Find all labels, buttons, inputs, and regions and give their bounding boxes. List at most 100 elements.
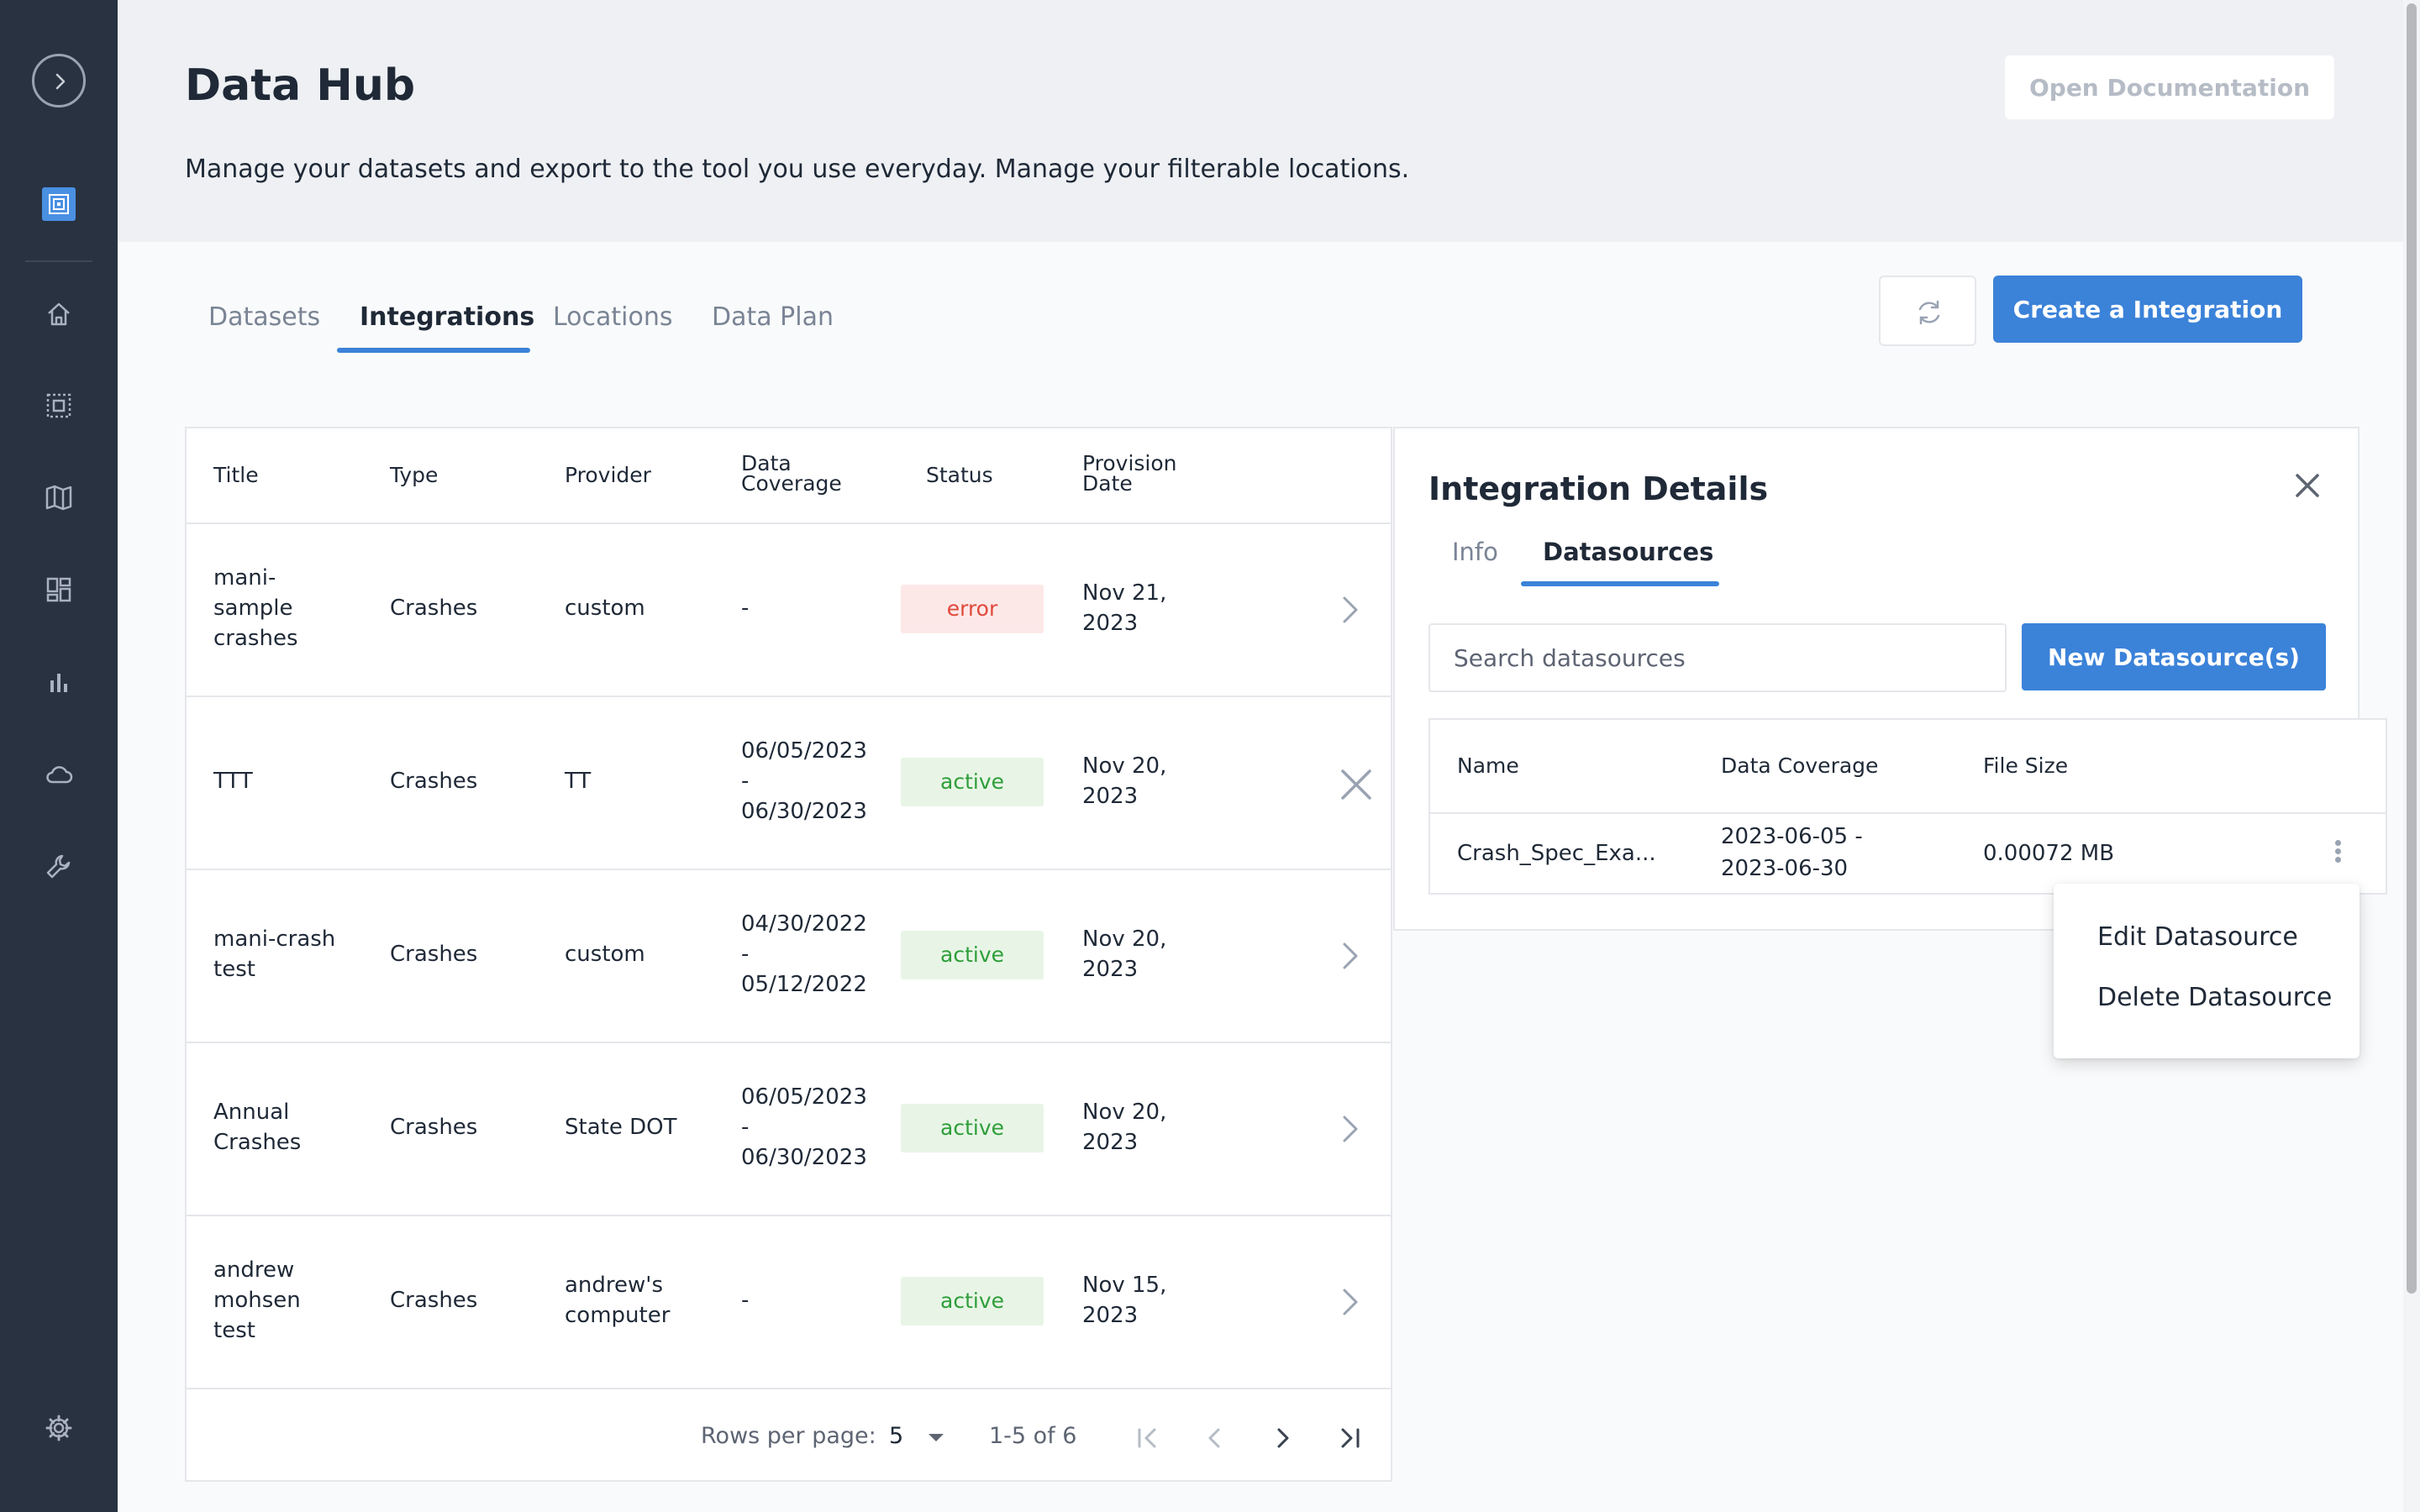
row-title: andrew mohsen test	[213, 1255, 301, 1346]
row-provision-date: Nov 15, 2023	[1082, 1270, 1166, 1331]
table-row[interactable]: mani-crash test Crashes custom 04/30/202…	[187, 870, 1391, 1043]
scrollbar-thumb[interactable]	[2407, 3, 2417, 1294]
row-title-line: mohsen	[213, 1288, 301, 1313]
datasource-file-size: 0.00072 MB	[1983, 841, 2115, 866]
page-subtitle: Manage your datasets and export to the t…	[185, 155, 1410, 184]
delete-datasource-menu-item[interactable]: Delete Datasource	[2097, 983, 2333, 1012]
row-date-line: 2023	[1082, 1303, 1139, 1328]
chevron-right-icon[interactable]	[1329, 936, 1370, 976]
row-date-line: Nov 20,	[1082, 1100, 1167, 1125]
expand-sidebar-button[interactable]	[32, 54, 86, 108]
row-title-line: Annual	[213, 1100, 290, 1125]
home-icon[interactable]	[44, 299, 74, 329]
chevron-right-icon[interactable]	[1329, 1282, 1370, 1322]
row-provider-line: computer	[565, 1303, 671, 1328]
refresh-icon	[1918, 300, 1940, 325]
row-provision-date: Nov 20, 2023	[1082, 924, 1166, 984]
rows-per-page-select[interactable]: 5	[889, 1423, 944, 1449]
active-tab-indicator	[337, 348, 530, 353]
column-name[interactable]: Name	[1457, 753, 1519, 778]
sidebar-divider	[25, 260, 92, 262]
first-page-icon[interactable]	[1131, 1421, 1165, 1455]
column-data-coverage[interactable]: Data Coverage	[741, 451, 842, 494]
row-title-line: crashes	[213, 626, 298, 651]
row-coverage: -	[741, 1285, 749, 1315]
row-title-line: mani-crash	[213, 927, 336, 952]
row-title: TTT	[213, 766, 253, 796]
row-provider: State DOT	[565, 1112, 676, 1142]
column-provision-date[interactable]: Provision Date	[1082, 453, 1177, 494]
details-active-tab-indicator	[1521, 581, 1719, 586]
details-tab-info[interactable]: Info	[1452, 538, 1498, 566]
table-row[interactable]: mani- sample crashes Crashes custom - er…	[187, 524, 1391, 697]
column-data-coverage-line1: Data	[741, 451, 792, 475]
close-icon[interactable]	[1336, 764, 1376, 805]
datasource-name: Crash_Spec_Exa...	[1457, 841, 1656, 866]
details-tab-datasources[interactable]: Datasources	[1543, 538, 1714, 566]
row-coverage-line: 06/05/2023	[741, 1084, 867, 1110]
row-title-line: test	[213, 1318, 255, 1343]
gear-icon[interactable]	[44, 1413, 74, 1443]
row-provider-line: TT	[565, 769, 592, 794]
cloud-icon[interactable]	[44, 759, 74, 790]
row-title-line: TTT	[213, 769, 253, 794]
table-header: Title Type Provider Data Coverage Status…	[187, 428, 1391, 524]
chevron-right-icon[interactable]	[1329, 590, 1370, 630]
row-title-line: Crashes	[213, 1130, 302, 1155]
logo-icon	[49, 194, 69, 214]
datasource-coverage-line: 2023-06-05 -	[1721, 824, 1863, 849]
integrations-table: Title Type Provider Data Coverage Status…	[185, 427, 1392, 1482]
row-provider: custom	[565, 593, 645, 623]
datasources-table: Name Data Coverage File Size Crash_Spec_…	[1428, 718, 2387, 895]
row-date-line: 2023	[1082, 611, 1139, 636]
wrench-icon[interactable]	[44, 852, 74, 882]
row-title-line: test	[213, 957, 255, 982]
search-datasources-input[interactable]	[1428, 623, 2007, 692]
tab-locations[interactable]: Locations	[553, 302, 673, 332]
open-documentation-button[interactable]: Open Documentation	[2005, 55, 2334, 119]
new-datasource-button[interactable]: New Datasource(s)	[2022, 623, 2326, 690]
app-logo[interactable]	[42, 187, 76, 221]
previous-page-icon[interactable]	[1198, 1421, 1232, 1455]
refresh-button[interactable]	[1879, 276, 1976, 346]
column-provider[interactable]: Provider	[565, 463, 651, 487]
table-row[interactable]: Annual Crashes Crashes State DOT 06/05/2…	[187, 1043, 1391, 1216]
row-provision-date: Nov 20, 2023	[1082, 1097, 1166, 1158]
page-title: Data Hub	[185, 60, 416, 111]
selection-icon[interactable]	[44, 391, 74, 421]
table-row[interactable]: TTT Crashes TT 06/05/2023 - 06/30/2023 a…	[187, 697, 1391, 870]
row-coverage-line: 06/05/2023	[741, 738, 867, 764]
column-status[interactable]: Status	[926, 463, 993, 487]
map-icon[interactable]	[44, 482, 74, 512]
column-file-size[interactable]: File Size	[1983, 753, 2069, 778]
row-title: mani- sample crashes	[213, 563, 297, 654]
tab-data-plan[interactable]: Data Plan	[712, 302, 834, 332]
status-badge: active	[901, 1104, 1044, 1152]
tab-datasets[interactable]: Datasets	[208, 302, 321, 332]
column-type[interactable]: Type	[390, 463, 439, 487]
row-provider-line: State DOT	[565, 1115, 677, 1140]
column-data-coverage[interactable]: Data Coverage	[1721, 753, 1879, 778]
column-title[interactable]: Title	[213, 463, 259, 487]
bar-chart-icon[interactable]	[44, 667, 74, 697]
chevron-right-icon[interactable]	[1329, 1109, 1370, 1149]
row-date-line: Nov 20,	[1082, 753, 1167, 779]
row-provider-line: custom	[565, 596, 645, 621]
status-badge: active	[901, 758, 1044, 806]
row-provision-date: Nov 20, 2023	[1082, 751, 1166, 811]
more-options-icon[interactable]	[2329, 837, 2346, 871]
table-row[interactable]: andrew mohsen test Crashes andrew's comp…	[187, 1216, 1391, 1389]
row-coverage-line: 06/30/2023	[741, 799, 867, 824]
chevron-right-icon	[55, 73, 66, 90]
tab-integrations[interactable]: Integrations	[360, 302, 535, 332]
row-coverage-line: -	[741, 769, 750, 794]
dashboard-icon[interactable]	[44, 575, 74, 605]
create-integration-button[interactable]: Create a Integration	[1993, 276, 2302, 343]
next-page-icon[interactable]	[1265, 1421, 1299, 1455]
close-icon[interactable]	[2291, 469, 2324, 502]
row-title: mani-crash test	[213, 924, 335, 984]
last-page-icon[interactable]	[1333, 1421, 1366, 1455]
row-date-line: 2023	[1082, 784, 1139, 809]
edit-datasource-menu-item[interactable]: Edit Datasource	[2097, 922, 2298, 952]
sidebar	[0, 0, 118, 1512]
